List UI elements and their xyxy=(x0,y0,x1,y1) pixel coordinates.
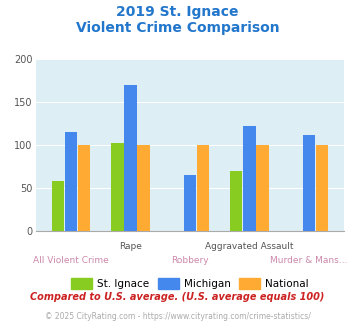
Text: Rape: Rape xyxy=(119,242,142,251)
Bar xyxy=(111,143,124,231)
Text: Compared to U.S. average. (U.S. average equals 100): Compared to U.S. average. (U.S. average … xyxy=(30,292,325,302)
Text: Murder & Mans...: Murder & Mans... xyxy=(270,256,348,265)
Text: © 2025 CityRating.com - https://www.cityrating.com/crime-statistics/: © 2025 CityRating.com - https://www.city… xyxy=(45,312,310,321)
Bar xyxy=(230,171,242,231)
Bar xyxy=(243,126,256,231)
Text: 2019 St. Ignace: 2019 St. Ignace xyxy=(116,5,239,19)
Legend: St. Ignace, Michigan, National: St. Ignace, Michigan, National xyxy=(67,274,313,293)
Bar xyxy=(137,145,150,231)
Bar xyxy=(197,145,209,231)
Bar xyxy=(184,175,196,231)
Text: All Violent Crime: All Violent Crime xyxy=(33,256,109,265)
Bar xyxy=(124,85,137,231)
Text: Violent Crime Comparison: Violent Crime Comparison xyxy=(76,21,279,35)
Bar xyxy=(256,145,269,231)
Bar xyxy=(302,135,315,231)
Bar xyxy=(65,132,77,231)
Text: Robbery: Robbery xyxy=(171,256,209,265)
Bar xyxy=(316,145,328,231)
Bar xyxy=(52,181,64,231)
Text: Aggravated Assault: Aggravated Assault xyxy=(205,242,294,251)
Bar xyxy=(78,145,91,231)
